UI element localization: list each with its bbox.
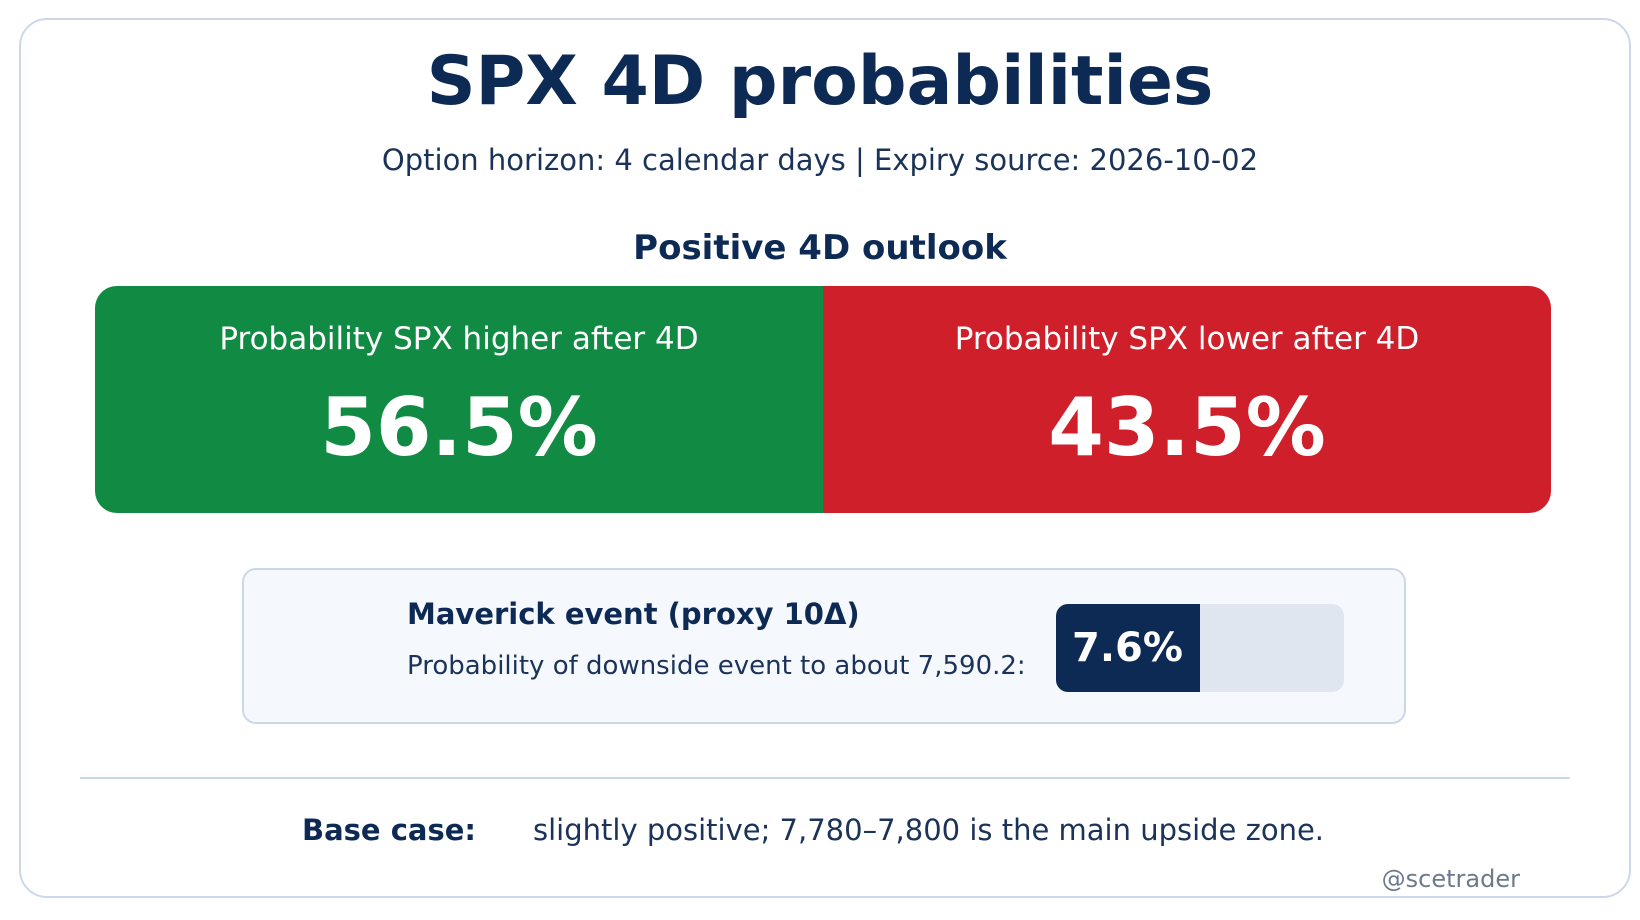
maverick-title: Maverick event (proxy 10Δ) bbox=[407, 597, 860, 631]
lower-probability-panel: Probability SPX lower after 4D 43.5% bbox=[823, 286, 1551, 513]
base-case-label: Base case: bbox=[302, 813, 476, 847]
lower-probability-value: 43.5% bbox=[1048, 381, 1326, 474]
maverick-probability-value: 7.6% bbox=[1072, 625, 1183, 671]
page-subtitle: Option horizon: 4 calendar days | Expiry… bbox=[381, 143, 1259, 177]
maverick-description: Probability of downside event to about 7… bbox=[407, 651, 1026, 681]
maverick-event-box: Maverick event (proxy 10Δ) Probability o… bbox=[242, 568, 1406, 724]
higher-probability-value: 56.5% bbox=[320, 381, 598, 474]
base-case-text: slightly positive; 7,780–7,800 is the ma… bbox=[533, 813, 1325, 847]
outlook-heading: Positive 4D outlook bbox=[633, 228, 1007, 268]
page-title: SPX 4D probabilities bbox=[426, 42, 1214, 121]
higher-probability-label: Probability SPX higher after 4D bbox=[219, 321, 699, 357]
author-handle: @scetrader bbox=[1381, 865, 1520, 893]
lower-probability-label: Probability SPX lower after 4D bbox=[954, 321, 1420, 357]
maverick-probability-fill bbox=[1056, 604, 1200, 692]
maverick-probability-bar: 7.6% bbox=[1056, 604, 1344, 692]
higher-probability-panel: Probability SPX higher after 4D 56.5% bbox=[95, 286, 823, 513]
probability-split: Probability SPX higher after 4D 56.5% Pr… bbox=[95, 286, 1551, 513]
divider bbox=[80, 777, 1570, 779]
